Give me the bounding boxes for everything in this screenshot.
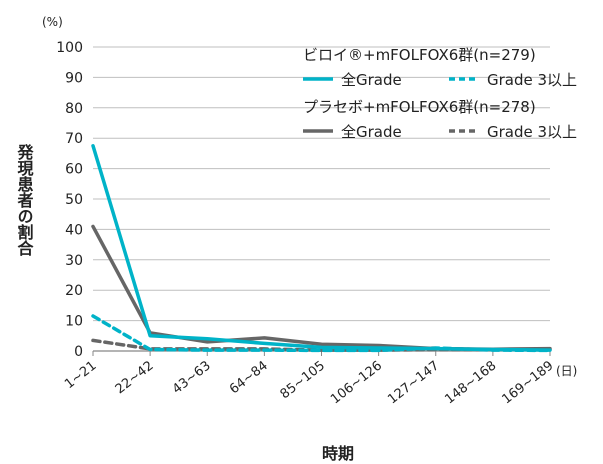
y-tick-label: 100 bbox=[56, 40, 83, 56]
legend-group-title-1: プラセボ+mFOLFOX6群(n=278) bbox=[303, 98, 536, 116]
x-tick-label: 85~105 bbox=[278, 358, 328, 402]
x-axis-title: 時期 bbox=[322, 444, 354, 463]
x-tick-label: 106~126 bbox=[328, 358, 385, 407]
y-tick-label: 20 bbox=[65, 283, 83, 299]
grid bbox=[93, 46, 550, 352]
y-tick-label: 0 bbox=[74, 344, 83, 360]
y-axis-title: 発現患者の割合 bbox=[15, 143, 35, 257]
x-tick-label: 22~42 bbox=[113, 358, 157, 397]
x-unit-label: (日) bbox=[556, 364, 577, 378]
x-tick-label: 127~147 bbox=[385, 358, 442, 407]
y-tick-label: 50 bbox=[65, 192, 83, 208]
x-tick-label: 1~21 bbox=[62, 358, 99, 392]
y-tick-label: 70 bbox=[65, 131, 83, 147]
y-tick-label: 60 bbox=[65, 162, 83, 178]
x-tick-label: 64~84 bbox=[227, 358, 271, 397]
legend-label-1: Grade 3以上 bbox=[487, 71, 577, 89]
legend-group-title-0: ビロイ®+mFOLFOX6群(n=279) bbox=[303, 46, 536, 64]
y-tick-label: 80 bbox=[65, 101, 83, 117]
x-tick-label: 43~63 bbox=[170, 358, 214, 397]
y-axis: 0 10 20 30 40 50 60 70 80 90 100 bbox=[56, 40, 83, 360]
y-unit-label: (%) bbox=[42, 15, 63, 29]
x-axis: 1~21 22~42 43~63 64~84 85~105 106~126 127~147 1… bbox=[62, 351, 556, 407]
legend-label-0: 全Grade bbox=[341, 71, 402, 89]
y-tick-label: 10 bbox=[65, 314, 83, 330]
x-tick-label: 169~189 bbox=[500, 358, 557, 407]
series-lines bbox=[91, 144, 552, 353]
legend-label-2: 全Grade bbox=[341, 123, 402, 141]
y-tick-label: 90 bbox=[65, 70, 83, 86]
y-tick-label: 30 bbox=[65, 253, 83, 269]
series-line-2 bbox=[91, 224, 552, 351]
legend: ビロイ®+mFOLFOX6群(n=279) 全Grade Grade 3以上 プ… bbox=[303, 46, 577, 141]
y-tick-label: 40 bbox=[65, 222, 83, 238]
x-tick-label: 148~168 bbox=[442, 358, 499, 407]
series-line-0 bbox=[91, 144, 552, 352]
legend-label-3: Grade 3以上 bbox=[487, 123, 577, 141]
